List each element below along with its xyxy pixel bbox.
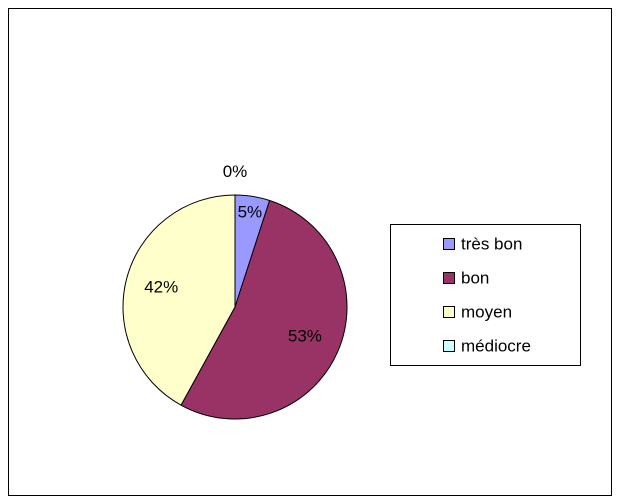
legend-swatch xyxy=(443,340,455,352)
data-label: 5% xyxy=(238,202,263,221)
legend-label: moyen xyxy=(461,302,512,321)
legend-swatch xyxy=(443,306,455,318)
legend-label: très bon xyxy=(461,234,522,253)
legend-label: bon xyxy=(461,268,489,287)
data-label: 53% xyxy=(288,327,322,346)
legend-swatch xyxy=(443,238,455,250)
data-label: 42% xyxy=(144,278,178,297)
legend-box xyxy=(390,224,581,366)
pie-slice xyxy=(180,199,348,420)
data-label: 0% xyxy=(223,162,248,181)
legend-label: médiocre xyxy=(461,336,531,355)
legend-swatch xyxy=(443,272,455,284)
pie-slice xyxy=(122,194,236,406)
